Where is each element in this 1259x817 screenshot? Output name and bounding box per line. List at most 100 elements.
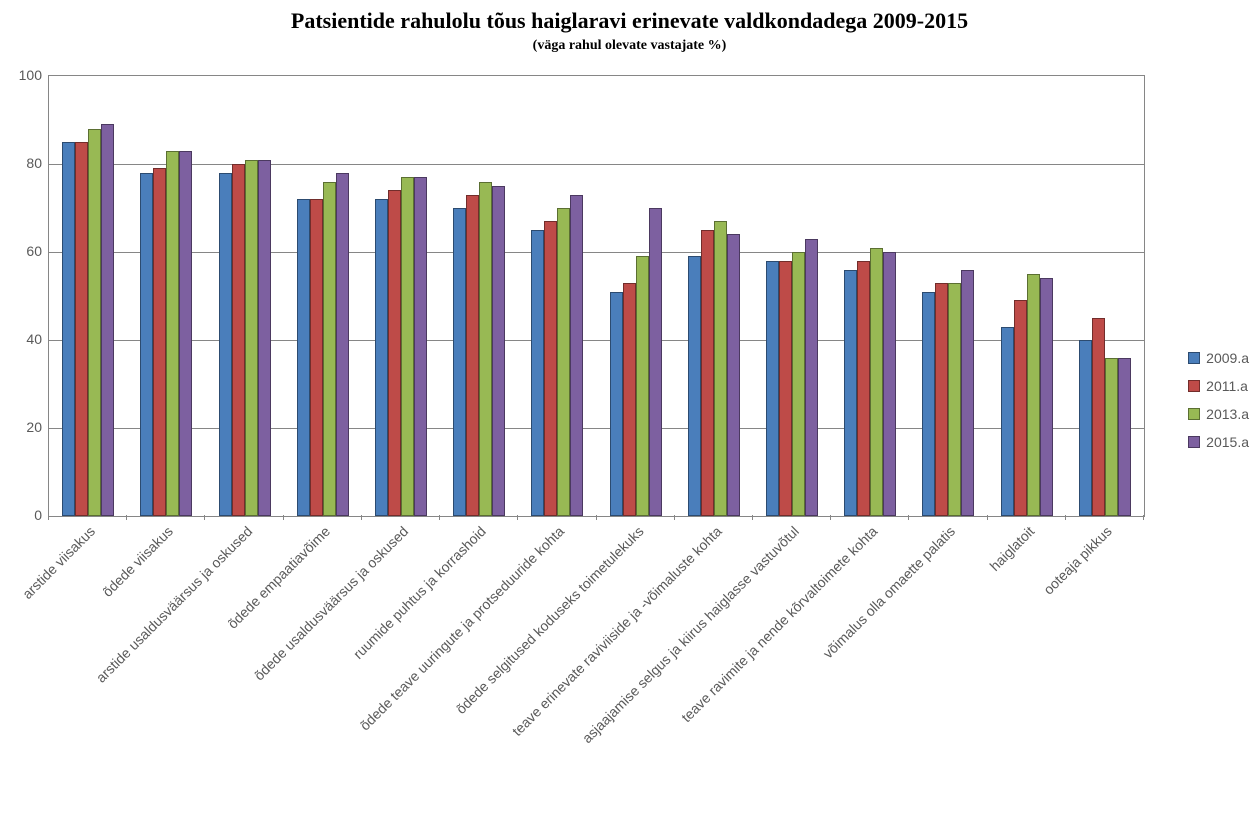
bar (961, 270, 974, 516)
bar (492, 186, 505, 516)
bar (466, 195, 479, 516)
bar (610, 292, 623, 516)
xtick-mark (439, 515, 440, 520)
bar (948, 283, 961, 516)
xtick-mark (1065, 515, 1066, 520)
legend-swatch (1188, 408, 1200, 420)
legend-item: 2013.a (1188, 406, 1249, 422)
xtick-mark (204, 515, 205, 520)
bar (649, 208, 662, 516)
xlabel: haiglatoit (986, 523, 1037, 574)
xtick-mark (48, 515, 49, 520)
bar (1105, 358, 1118, 516)
xlabel: arstide viisakus (19, 523, 98, 602)
bar (857, 261, 870, 516)
legend-swatch (1188, 436, 1200, 448)
legend-item: 2011.a (1188, 378, 1249, 394)
bar (1014, 300, 1027, 516)
bar (792, 252, 805, 516)
legend-label: 2009.a (1206, 350, 1249, 366)
ytick-label: 40 (26, 331, 42, 347)
bar (101, 124, 114, 516)
bar (1027, 274, 1040, 516)
bar (701, 230, 714, 516)
gridline (49, 164, 1144, 165)
ytick-label: 80 (26, 155, 42, 171)
bar (153, 168, 166, 516)
xtick-mark (987, 515, 988, 520)
bar (714, 221, 727, 516)
gridline (49, 340, 1144, 341)
legend-label: 2013.a (1206, 406, 1249, 422)
bar (179, 151, 192, 516)
bar (401, 177, 414, 516)
bar (1001, 327, 1014, 516)
bar (636, 256, 649, 516)
bar (166, 151, 179, 516)
xtick-mark (830, 515, 831, 520)
bar (297, 199, 310, 516)
chart-container: Patsientide rahulolu tõus haiglaravi eri… (0, 0, 1259, 817)
bar (258, 160, 271, 516)
xlabel: ruumide puhtus ja korrashoid (350, 523, 489, 662)
bar (779, 261, 792, 516)
bar (479, 182, 492, 516)
bar (310, 199, 323, 516)
ytick-label: 60 (26, 243, 42, 259)
ytick-label: 20 (26, 419, 42, 435)
chart-subtitle: (väga rahul olevate vastajate %) (0, 38, 1259, 54)
legend-item: 2015.a (1188, 434, 1249, 450)
bar (922, 292, 935, 516)
xtick-mark (674, 515, 675, 520)
bar (766, 261, 779, 516)
bar (232, 164, 245, 516)
bar (62, 142, 75, 516)
xtick-mark (517, 515, 518, 520)
bar (245, 160, 258, 516)
bar (531, 230, 544, 516)
xtick-mark (752, 515, 753, 520)
xlabel: ooteaja pikkus (1040, 523, 1115, 598)
xlabels-layer: arstide viisakusõdede viisakusarstide us… (48, 523, 1143, 803)
bar (688, 256, 701, 516)
bar (1118, 358, 1131, 516)
gridline (49, 252, 1144, 253)
ytick-label: 0 (34, 507, 42, 523)
bar (557, 208, 570, 516)
bar (219, 173, 232, 516)
bar (140, 173, 153, 516)
bar (323, 182, 336, 516)
bar (375, 199, 388, 516)
xlabel: arstide usaldusväärsus ja oskused (92, 523, 255, 686)
ytick-label: 100 (19, 67, 42, 83)
bar (727, 234, 740, 516)
bar (844, 270, 857, 516)
bar (1079, 340, 1092, 516)
xtick-mark (126, 515, 127, 520)
legend: 2009.a 2011.a 2013.a 2015.a (1188, 350, 1249, 462)
bar (883, 252, 896, 516)
bar (414, 177, 427, 516)
bar (870, 248, 883, 516)
bar (935, 283, 948, 516)
xlabel: õdede usaldusväärsus ja oskused (251, 523, 411, 683)
bar (453, 208, 466, 516)
xtick-mark (361, 515, 362, 520)
xtick-mark (283, 515, 284, 520)
legend-item: 2009.a (1188, 350, 1249, 366)
xlabel: õdede viisakus (99, 523, 176, 600)
bar (570, 195, 583, 516)
plot-area (48, 75, 1145, 517)
legend-label: 2015.a (1206, 434, 1249, 450)
gridline (49, 428, 1144, 429)
xlabel: võimalus olla omaette palatis (820, 523, 958, 661)
bar (623, 283, 636, 516)
legend-swatch (1188, 352, 1200, 364)
bars-layer (49, 76, 1144, 516)
bar (1092, 318, 1105, 516)
legend-swatch (1188, 380, 1200, 392)
xtick-mark (1143, 515, 1144, 520)
bar (75, 142, 88, 516)
chart-title: Patsientide rahulolu tõus haiglaravi eri… (0, 8, 1259, 34)
bar (544, 221, 557, 516)
